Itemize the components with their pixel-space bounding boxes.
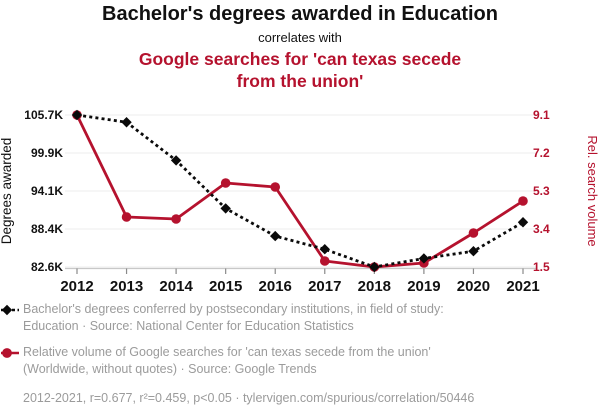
x-tick-label: 2019 bbox=[407, 278, 440, 295]
y-left-tick-label: 105.7K bbox=[24, 108, 63, 122]
data-point-circle bbox=[518, 196, 528, 206]
data-point-diamond bbox=[121, 117, 132, 128]
y-left-tick-label: 94.1K bbox=[31, 184, 63, 198]
chart-legend: Bachelor's degrees conferred by postseco… bbox=[1, 301, 599, 407]
series-line-diamond bbox=[76, 113, 524, 269]
y-right-tick-label: 5.3 bbox=[533, 184, 550, 198]
x-tick-label: 2018 bbox=[358, 278, 391, 295]
y-left-tick-label: 82.6K bbox=[31, 260, 63, 274]
data-point-circle bbox=[319, 256, 330, 266]
y-right-tick-label: 9.1 bbox=[533, 108, 550, 122]
data-point-diamond bbox=[319, 244, 330, 255]
legend-item-searches: Relative volume of Google searches for '… bbox=[1, 344, 599, 378]
y-left-tick-label: 99.9K bbox=[31, 146, 63, 160]
x-tick-label: 2020 bbox=[457, 278, 490, 295]
data-point-circle bbox=[171, 214, 181, 224]
y-right-tick-label: 3.4 bbox=[533, 222, 550, 236]
x-tick-label: 2016 bbox=[259, 278, 292, 295]
data-point-diamond bbox=[468, 246, 479, 257]
page-title: Bachelor's degrees awarded in Education bbox=[102, 3, 498, 25]
x-tick-label: 2013 bbox=[110, 278, 143, 295]
data-point-circle bbox=[121, 212, 132, 222]
legend-item-label: Relative volume of Google searches for '… bbox=[23, 345, 431, 376]
data-point-diamond bbox=[170, 155, 182, 166]
y-right-axis-title: Rel. search volume bbox=[585, 135, 600, 246]
correlation-line-chart: 2012 2013 2014 2015 2016 2017 2018 2019 2020 2021… bbox=[0, 108, 600, 295]
series-line-circle bbox=[75, 114, 524, 269]
data-point-diamond bbox=[71, 109, 83, 121]
black-diamond-dashed-line-icon bbox=[1, 304, 19, 316]
x-tick-label: 2014 bbox=[159, 278, 193, 295]
data-point-diamond bbox=[369, 261, 380, 273]
y-right-tick-label: 1.5 bbox=[533, 260, 550, 274]
legend-item-label: Bachelor's degrees conferred by postseco… bbox=[23, 302, 444, 333]
x-tick-label: 2015 bbox=[209, 278, 242, 295]
secondary-title: Google searches for 'can texas secede fr… bbox=[138, 49, 462, 91]
x-tick-label: 2012 bbox=[60, 278, 93, 295]
data-point-diamond bbox=[418, 253, 430, 264]
correlates-with-label: correlates with bbox=[258, 30, 342, 45]
data-point-diamond bbox=[517, 217, 529, 228]
y-left-tick-label: 88.4K bbox=[31, 222, 63, 236]
y-left-axis-title: Degrees awarded bbox=[0, 138, 14, 245]
y-right-tick-label: 7.2 bbox=[533, 146, 550, 160]
x-tick-label: 2017 bbox=[308, 278, 341, 295]
legend-item-degrees: Bachelor's degrees conferred by postseco… bbox=[1, 301, 599, 335]
x-tick-label: 2021 bbox=[506, 278, 539, 295]
red-circle-solid-line-icon bbox=[1, 348, 19, 358]
data-point-circle bbox=[270, 182, 281, 192]
data-point-circle bbox=[220, 178, 231, 188]
data-point-circle bbox=[468, 228, 479, 238]
stats-footer: 2012-2021, r=0.677, r²=0.459, p<0.05 · t… bbox=[23, 391, 475, 405]
data-point-diamond bbox=[220, 203, 231, 214]
data-point-diamond bbox=[270, 230, 281, 242]
